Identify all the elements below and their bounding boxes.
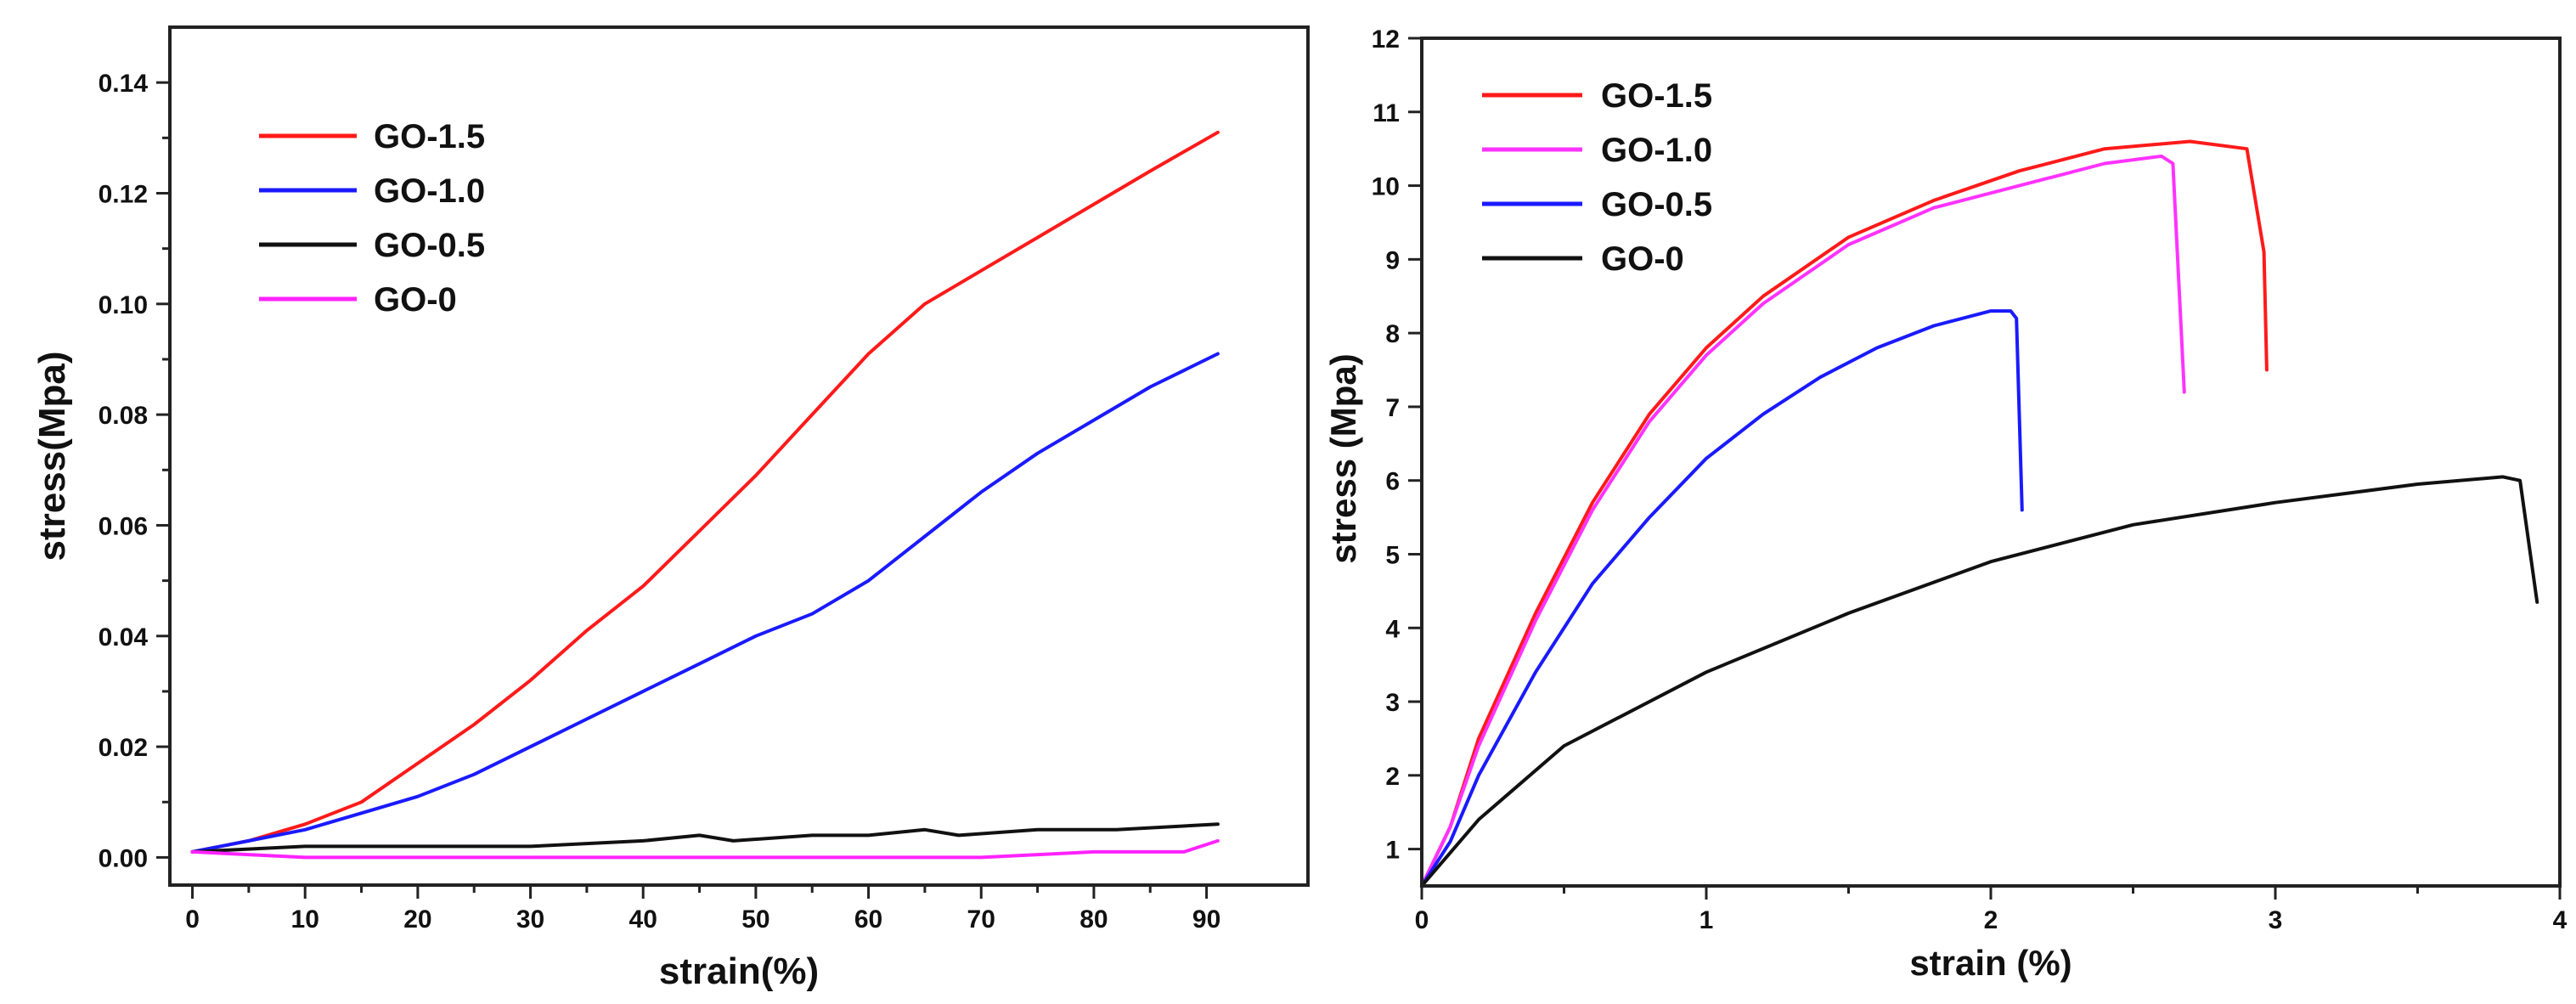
left-y-tick-label: 0.12 [99, 180, 148, 208]
right-y-tick-label: 5 [1385, 541, 1400, 569]
right-x-tick-label: 3 [2269, 906, 2283, 934]
left-x-tick-label: 30 [516, 905, 544, 933]
left-x-tick-label: 90 [1192, 905, 1220, 933]
left-series-go-1-5 [190, 130, 1220, 854]
right-series-go-1-5 [1420, 139, 2269, 888]
right-y-tick-label: 1 [1385, 837, 1400, 865]
left-x-tick-label: 20 [403, 905, 431, 933]
right-y-tick-label: 9 [1385, 246, 1400, 274]
left-y-tick-label: 0.10 [99, 291, 148, 319]
left-y-tick-label: 0.04 [99, 623, 149, 651]
left-y-tick-label: 0.08 [99, 402, 148, 430]
right-x-tick-label: 4 [2553, 906, 2568, 934]
left-legend-label: GO-1.0 [374, 172, 485, 210]
left-y-tick-label: 0.14 [99, 70, 149, 98]
right-series-go-0 [1420, 475, 2539, 888]
left-x-tick-label: 50 [741, 905, 769, 933]
left-plot-frame [168, 25, 1310, 887]
left-legend-label: GO-0 [374, 281, 457, 319]
left-y-axis-label: stress(Mpa) [31, 352, 73, 561]
left-x-tick-label: 40 [629, 905, 657, 933]
right-x-tick-label: 2 [1984, 906, 1998, 934]
right-y-tick-label: 7 [1385, 394, 1400, 422]
right-y-tick-label: 3 [1385, 689, 1400, 717]
right-y-tick-label: 6 [1385, 468, 1400, 496]
right-legend-label: GO-0.5 [1601, 186, 1712, 223]
left-series-go-1-0 [190, 352, 1220, 854]
right-legend-label: GO-1.5 [1601, 77, 1712, 115]
right-series-go-1-0 [1420, 154, 2186, 888]
left-x-tick-label: 70 [967, 905, 995, 933]
right-x-tick-label: 1 [1699, 906, 1714, 934]
left-y-tick-label: 0.06 [99, 512, 148, 540]
right-x-axis-label: strain (%) [1909, 943, 2072, 983]
right-y-tick-label: 10 [1372, 173, 1400, 201]
right-y-tick-label: 11 [1373, 99, 1400, 127]
right-plot-frame [1420, 37, 2562, 888]
left-chart: 0 10 20 30 40 50 60 70 80 90 0.00 0.02 0.04 0.06 0.08 0… [31, 25, 1310, 992]
right-y-tick-label: 2 [1385, 763, 1400, 791]
right-y-tick-label: 8 [1385, 320, 1400, 348]
left-legend-label: GO-1.5 [374, 118, 485, 155]
right-legend-label: GO-0 [1601, 240, 1684, 278]
right-x-tick-label: 0 [1415, 906, 1429, 934]
left-series-go-0-5 [190, 822, 1220, 854]
right-legend-label: GO-1.0 [1601, 132, 1712, 169]
right-y-axis-label: stress (Mpa) [1323, 353, 1363, 563]
left-y-tick-label: 0.02 [99, 734, 148, 762]
left-legend-label: GO-0.5 [374, 227, 485, 264]
left-x-tick-label: 10 [291, 905, 319, 933]
right-series-go-0-5 [1420, 309, 2024, 888]
right-y-tick-label: 12 [1372, 25, 1400, 54]
left-x-tick-label: 0 [185, 905, 200, 933]
left-series-go-0 [190, 838, 1220, 860]
left-x-tick-label: 60 [854, 905, 882, 933]
left-x-axis-label: strain(%) [659, 950, 819, 992]
left-x-tick-label: 80 [1079, 905, 1108, 933]
left-y-tick-label: 0.00 [99, 844, 148, 872]
right-y-tick-label: 4 [1385, 615, 1400, 643]
